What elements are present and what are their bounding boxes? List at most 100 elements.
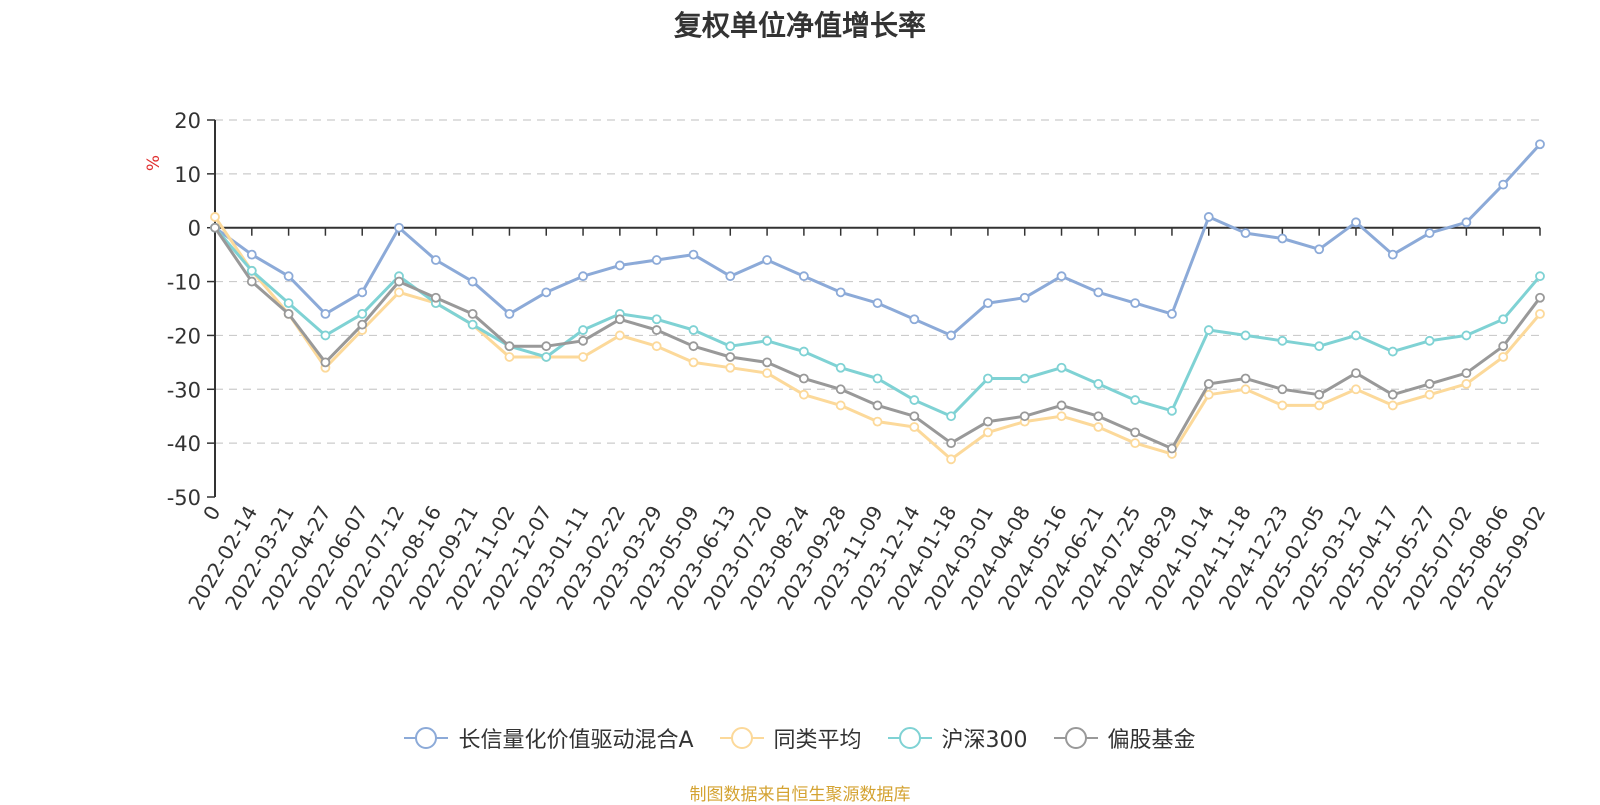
legend-symbol xyxy=(404,726,449,750)
data-point xyxy=(357,308,368,319)
data-point xyxy=(1461,378,1472,389)
data-point xyxy=(578,335,588,346)
data-point xyxy=(1387,249,1398,260)
data-point xyxy=(835,287,846,298)
data-point xyxy=(1167,308,1177,319)
data-point xyxy=(1093,287,1104,298)
data-point xyxy=(1093,411,1104,422)
data-point xyxy=(1203,378,1214,389)
data-point xyxy=(1130,298,1141,309)
data-point xyxy=(725,352,736,362)
data-point xyxy=(983,373,993,384)
data-point xyxy=(762,368,772,379)
data-point xyxy=(1424,228,1435,239)
data-point xyxy=(1351,217,1361,228)
data-point xyxy=(946,330,957,341)
data-point xyxy=(1019,373,1030,384)
data-point xyxy=(1351,368,1361,379)
data-point xyxy=(688,325,699,335)
data-point xyxy=(798,346,809,357)
data-point xyxy=(1277,400,1288,411)
data-point xyxy=(872,373,883,384)
grid-lines xyxy=(215,119,1540,444)
y-tick-label: 20 xyxy=(174,109,201,133)
data-point xyxy=(1203,389,1214,400)
data-point xyxy=(651,325,662,335)
series-line xyxy=(213,226,1542,450)
data-point xyxy=(394,276,404,287)
legend-item[interactable]: 长信量化价值驱动混合A xyxy=(404,722,694,754)
data-point xyxy=(1056,411,1067,422)
source-note: 制图数据来自恒生聚源数据库 xyxy=(689,785,911,805)
data-point xyxy=(872,416,883,427)
data-point xyxy=(1387,346,1398,357)
data-point xyxy=(1461,330,1472,341)
data-point xyxy=(1535,308,1545,319)
data-point xyxy=(835,384,846,395)
series-line xyxy=(213,226,1542,418)
data-point xyxy=(394,287,404,298)
data-point xyxy=(1461,368,1472,379)
legend-item[interactable]: 同类平均 xyxy=(719,722,862,754)
data-point xyxy=(1167,405,1177,416)
data-point xyxy=(651,255,662,265)
data-point xyxy=(1314,341,1325,352)
data-point xyxy=(283,308,294,319)
data-point xyxy=(1387,389,1398,400)
data-point xyxy=(983,416,993,427)
data-point xyxy=(1130,438,1141,449)
data-point xyxy=(1167,443,1177,454)
data-point xyxy=(1056,362,1067,373)
data-point xyxy=(320,330,331,341)
data-point xyxy=(504,308,515,319)
legend-label: 偏股基金 xyxy=(1107,728,1196,753)
data-point xyxy=(504,341,515,352)
data-point xyxy=(467,308,478,319)
data-point xyxy=(614,330,625,341)
data-point xyxy=(1240,384,1251,395)
data-point xyxy=(246,276,257,287)
data-point xyxy=(983,427,993,438)
data-point xyxy=(394,222,404,233)
legend-symbol xyxy=(719,726,764,750)
data-point xyxy=(1130,427,1141,438)
data-point xyxy=(1424,335,1435,346)
data-point xyxy=(762,255,772,265)
data-point xyxy=(1056,400,1067,411)
data-point xyxy=(614,260,625,271)
data-point xyxy=(798,271,809,282)
data-point xyxy=(762,335,772,346)
data-point xyxy=(541,341,552,352)
data-point xyxy=(246,249,257,260)
data-point xyxy=(210,222,220,233)
data-point xyxy=(430,292,441,303)
data-point xyxy=(578,352,588,362)
x-tick-label: 0 xyxy=(198,502,225,525)
tick-labels: 20100-10-20-30-40-50%02022-02-142022-03-… xyxy=(144,109,1550,614)
data-point xyxy=(283,271,294,282)
data-point xyxy=(798,389,809,400)
data-point xyxy=(872,298,883,309)
legend: 长信量化价值驱动混合A 同类平均 沪深300 偏股基金 xyxy=(0,722,1600,754)
y-tick-label: 10 xyxy=(174,163,201,187)
data-point xyxy=(946,454,957,465)
data-point xyxy=(578,325,588,335)
data-point xyxy=(1461,217,1472,228)
data-point xyxy=(1203,325,1214,335)
data-point xyxy=(320,308,331,319)
data-point xyxy=(1093,422,1104,432)
data-point xyxy=(1498,352,1509,362)
axes xyxy=(207,119,1541,498)
data-point xyxy=(946,438,957,449)
legend-item[interactable]: 沪深300 xyxy=(887,722,1028,754)
data-point xyxy=(651,341,662,352)
legend-item[interactable]: 偏股基金 xyxy=(1053,722,1196,754)
data-point xyxy=(357,287,368,298)
data-point xyxy=(983,298,993,309)
data-point xyxy=(1277,233,1288,244)
data-point xyxy=(1240,373,1251,384)
data-point xyxy=(1130,395,1141,405)
data-point xyxy=(1351,384,1361,395)
y-tick-label: 0 xyxy=(188,217,201,241)
